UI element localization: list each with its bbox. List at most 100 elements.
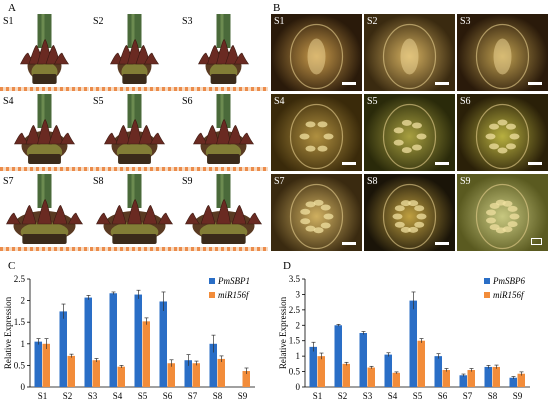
c-bar-miR156f-S1 [42,343,50,387]
d-bar-PmSBP6-S2 [334,325,342,387]
d-bar-PmSBP6-S6 [434,356,442,387]
micrograph-b-3: S3 [457,14,548,91]
y-axis-label: Relative Expression [278,296,288,369]
scale-bar [342,242,356,245]
stage-label: S8 [367,176,378,187]
scale-bar [435,242,449,245]
bud-photo-a-8: S8 [90,174,179,252]
scale-bar [435,82,449,85]
c-bar-miR156f-S4 [117,366,125,387]
bud-drawing [6,174,84,244]
stage-label: S2 [93,16,104,27]
y-tick-label: 2.5 [289,305,301,315]
bud-photo-a-4: S4 [0,94,89,172]
stage-label: S9 [460,176,471,187]
ruler-strip [179,167,268,171]
stage-label: S6 [460,96,471,107]
c-bar-miR156f-S9 [242,371,250,387]
ruler-strip [0,87,89,91]
chart-d: 0 0.5 1 1.5 2 2.5 3 3.5 Relative Expression S1 S2 S… [278,274,530,401]
legend-swatch [209,278,215,284]
d-bar-miR156f-S5 [417,340,425,387]
x-tick-label: S5 [413,391,423,401]
y-tick-label: 2 [21,296,26,306]
y-tick-label: 1.5 [289,336,301,346]
x-tick-label: S4 [113,391,123,401]
ruler-strip [90,247,179,251]
x-tick-label: S3 [363,391,373,401]
stage-label: S2 [367,16,378,27]
legend-label: miR156f [493,290,525,300]
micrograph-b-4: S4 [271,94,362,171]
bud-drawing [96,174,174,244]
bud-drawing [185,174,263,244]
y-tick-label: 0 [296,382,301,392]
photo-grid-b: S1 S2 S3 S4 S5 S6 S7 S8 S9 [271,14,548,251]
legend-label: PmSBP1 [217,276,250,286]
ruler-strip [90,167,179,171]
d-bar-PmSBP6-S9 [509,377,517,387]
d-bar-miR156f-S2 [342,363,350,387]
legend-swatch [209,292,215,298]
x-tick-label: S9 [238,391,248,401]
micrograph-drawing [289,103,344,170]
stage-label: S5 [367,96,378,107]
c-bar-PmSBP1-S3 [84,297,92,387]
x-tick-label: S9 [513,391,523,401]
bud-drawing [193,94,255,164]
y-tick-label: 0.5 [289,367,301,377]
panel-letter-c: C [8,260,16,272]
d-bar-miR156f-S7 [467,370,475,387]
x-tick-label: S4 [388,391,398,401]
x-tick-label: S7 [463,391,473,401]
d-bar-PmSBP6-S7 [459,375,467,387]
stage-label: S1 [3,16,14,27]
d-bar-miR156f-S4 [392,372,400,387]
ruler-strip [0,167,89,171]
bud-photo-a-5: S5 [90,94,179,172]
x-tick-label: S8 [488,391,498,401]
stage-label: S3 [182,16,193,27]
y-axis-label: Relative Expression [3,296,13,369]
chart-c: 0 0.5 1 1.5 2 2.5 Relative Expression S1 S2 S3 S4 S… [3,274,255,401]
panel-letter-a: A [8,2,16,14]
y-tick-label: 2.5 [14,274,26,284]
c-bar-PmSBP1-S6 [159,301,167,387]
micrograph-drawing [289,23,344,90]
x-tick-label: S2 [338,391,348,401]
d-bar-PmSBP6-S8 [484,366,492,387]
stage-label: S8 [93,176,104,187]
bud-photo-a-9: S9 [179,174,268,252]
micrograph-drawing [475,23,530,90]
c-bar-miR156f-S8 [217,358,225,387]
stage-label: S9 [182,176,193,187]
bud-drawing [104,94,166,164]
stage-label: S1 [274,16,285,27]
d-bar-miR156f-S3 [367,367,375,387]
micrograph-b-6: S6 [457,94,548,171]
bud-photo-a-6: S6 [179,94,268,172]
c-bar-PmSBP1-S7 [184,360,192,387]
x-tick-label: S6 [163,391,173,401]
bud-photo-a-7: S7 [0,174,89,252]
c-bar-PmSBP1-S1 [34,341,42,387]
bud-photo-a-3: S3 [179,14,268,92]
stage-label: S4 [274,96,285,107]
ruler-strip [179,87,268,91]
scale-bar [342,82,356,85]
c-bar-PmSBP1-S2 [59,311,67,387]
legend-label: miR156f [218,290,250,300]
d-bar-miR156f-S9 [517,373,525,387]
legend-swatch [484,278,490,284]
x-tick-label: S8 [213,391,223,401]
bud-drawing [198,14,250,84]
bud-drawing [20,14,70,84]
scale-bar [528,82,542,85]
x-tick-label: S1 [38,391,48,401]
micrograph-b-8: S8 [364,174,455,251]
micrograph-drawing [382,103,437,170]
micrograph-drawing [475,183,530,250]
bud-drawing [110,14,160,84]
y-tick-label: 1.5 [14,317,26,327]
y-tick-label: 2 [296,320,301,330]
